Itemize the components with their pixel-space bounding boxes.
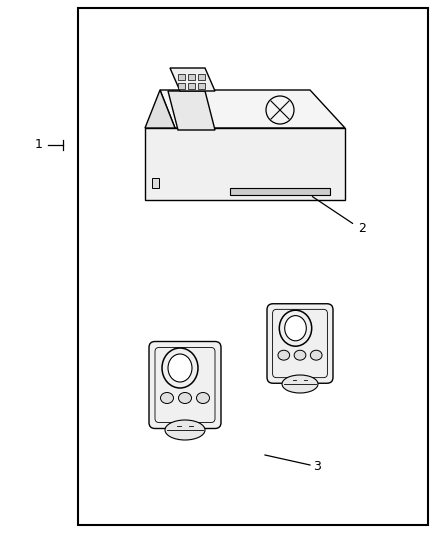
Ellipse shape	[165, 420, 205, 440]
Text: 2: 2	[358, 222, 366, 235]
Bar	[178, 74, 185, 80]
Bar	[78, 8, 428, 525]
Ellipse shape	[197, 392, 209, 403]
Bar	[178, 83, 185, 89]
Circle shape	[266, 96, 294, 124]
Bar	[230, 188, 330, 195]
Bar	[198, 74, 205, 80]
Ellipse shape	[278, 350, 290, 360]
Bar	[152, 178, 159, 188]
Text: 3: 3	[313, 461, 321, 473]
Ellipse shape	[282, 375, 318, 393]
Ellipse shape	[179, 392, 191, 403]
Bar	[188, 74, 195, 80]
Polygon shape	[160, 90, 345, 128]
Ellipse shape	[311, 350, 322, 360]
Polygon shape	[145, 90, 175, 128]
Polygon shape	[170, 68, 215, 91]
Text: 1: 1	[35, 139, 43, 151]
Ellipse shape	[294, 350, 306, 360]
Bar	[198, 83, 205, 89]
FancyBboxPatch shape	[149, 342, 221, 429]
Polygon shape	[145, 128, 345, 200]
Bar	[188, 83, 195, 89]
Ellipse shape	[285, 316, 306, 341]
Polygon shape	[168, 91, 215, 130]
Ellipse shape	[168, 354, 192, 382]
Ellipse shape	[160, 392, 173, 403]
FancyBboxPatch shape	[267, 304, 333, 383]
